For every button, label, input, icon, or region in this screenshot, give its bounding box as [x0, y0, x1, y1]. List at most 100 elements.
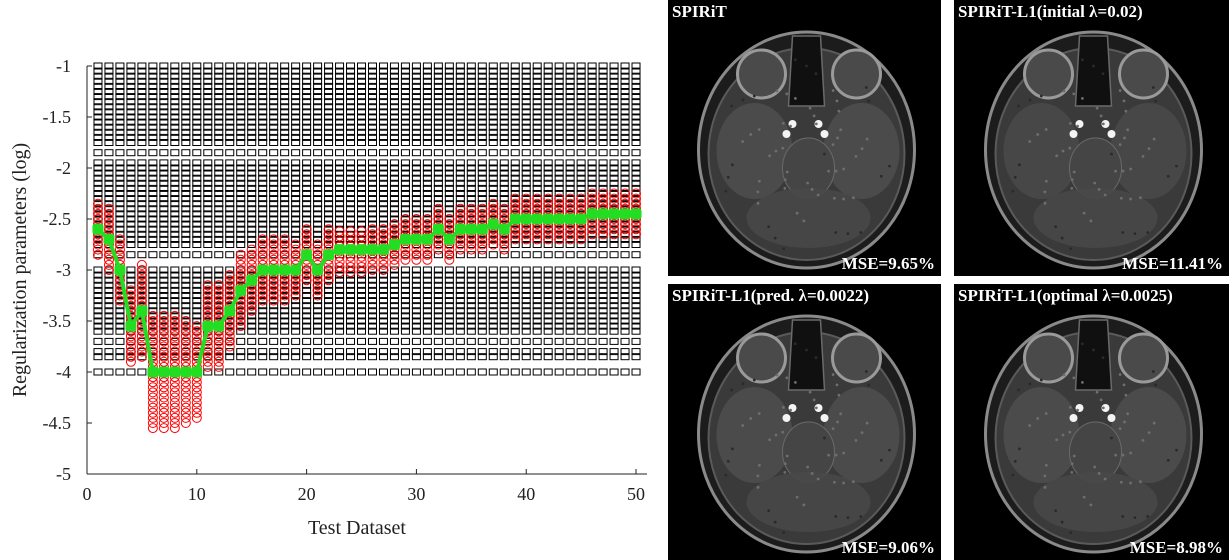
candidate-marker: [400, 133, 410, 141]
candidate-marker: [269, 302, 279, 310]
tissue-texture: [775, 89, 779, 93]
candidate-marker: [378, 317, 388, 325]
predicted-marker: [147, 392, 158, 403]
candidate-marker: [499, 82, 509, 90]
tissue-texture: [1013, 459, 1017, 463]
predicted-marker: [257, 244, 268, 255]
candidate-marker: [170, 82, 180, 90]
candidate-marker: [620, 133, 630, 141]
candidate-marker: [313, 215, 323, 223]
candidate-marker: [269, 77, 279, 85]
candidate-marker: [554, 93, 564, 101]
tissue-texture: [1121, 515, 1125, 518]
candidate-marker: [137, 72, 147, 80]
candidate-marker: [532, 118, 542, 126]
candidate-marker: [148, 195, 158, 203]
candidate-marker: [214, 62, 224, 70]
y-tick-label: -4: [56, 362, 71, 382]
candidate-marker: [148, 169, 158, 177]
candidate-marker: [269, 118, 279, 126]
candidate-marker: [576, 251, 586, 259]
candidate-marker: [225, 230, 235, 238]
candidate-marker: [433, 118, 443, 126]
candidate-marker: [400, 164, 410, 172]
candidate-marker: [554, 139, 564, 146]
predicted-marker: [389, 249, 400, 260]
candidate-marker: [258, 195, 268, 203]
candidate-marker: [488, 281, 498, 289]
candidate-marker: [587, 322, 597, 330]
optimal-marker: [619, 208, 631, 220]
candidate-marker: [335, 123, 345, 131]
candidate-marker: [357, 200, 367, 208]
candidate-marker: [620, 281, 630, 289]
optimal-marker: [92, 223, 104, 235]
candidate-marker: [181, 169, 191, 177]
predicted-marker: [587, 188, 598, 199]
candidate-marker: [554, 292, 564, 299]
candidate-marker: [104, 98, 114, 106]
tissue-texture: [1141, 438, 1145, 442]
candidate-marker: [159, 281, 169, 289]
candidate-marker: [236, 139, 246, 146]
candidate-marker: [225, 133, 235, 141]
candidate-marker: [466, 266, 476, 274]
candidate-marker: [532, 179, 542, 187]
candidate-marker: [302, 184, 312, 192]
optimal-marker: [257, 264, 269, 276]
candidate-marker: [466, 72, 476, 80]
predicted-marker: [224, 290, 235, 301]
candidate-marker: [126, 276, 136, 284]
candidate-marker: [631, 128, 641, 136]
candidate-marker: [236, 200, 246, 208]
candidate-marker: [433, 271, 443, 279]
candidate-marker: [335, 190, 345, 197]
vessel-highlight: [814, 120, 823, 128]
candidate-marker: [499, 307, 509, 315]
candidate-marker: [411, 210, 421, 218]
candidate-marker: [543, 322, 553, 330]
candidate-marker: [291, 225, 301, 233]
candidate-marker: [258, 337, 268, 345]
candidate-marker: [324, 292, 334, 299]
tissue-texture: [1080, 380, 1084, 384]
candidate-marker: [543, 164, 553, 172]
candidate-marker: [400, 88, 410, 95]
candidate-marker: [576, 337, 586, 345]
candidate-marker: [225, 368, 235, 376]
tissue-texture: [823, 152, 826, 156]
optimal-parameter-layer: [92, 208, 642, 378]
predicted-marker: [389, 219, 400, 230]
candidate-marker: [258, 174, 268, 182]
candidate-marker: [346, 210, 356, 218]
candidate-marker: [444, 337, 454, 345]
candidate-marker: [324, 200, 334, 208]
candidate-marker: [521, 123, 531, 131]
candidate-marker: [422, 179, 432, 187]
candidate-marker: [532, 113, 542, 121]
tissue-texture: [785, 92, 789, 96]
candidate-marker: [104, 317, 114, 325]
candidate-marker: [346, 77, 356, 85]
candidate-marker: [93, 271, 103, 279]
candidate-marker: [280, 230, 290, 238]
candidate-marker: [510, 251, 520, 259]
tissue-texture: [1039, 378, 1043, 382]
tissue-texture: [842, 167, 846, 171]
candidate-marker: [565, 327, 575, 335]
predicted-marker: [532, 198, 543, 209]
tissue-texture: [1124, 393, 1128, 397]
candidate-marker: [576, 164, 586, 172]
candidate-marker: [389, 77, 399, 85]
candidate-marker: [521, 327, 531, 335]
candidate-marker: [455, 93, 465, 101]
predicted-marker: [158, 397, 169, 408]
candidate-marker: [346, 312, 356, 320]
tissue-texture: [851, 480, 855, 484]
candidate-marker: [313, 139, 323, 146]
candidate-marker: [302, 297, 312, 305]
candidate-marker: [291, 169, 301, 177]
predicted-marker: [235, 321, 246, 332]
tissue-texture: [782, 247, 786, 251]
candidate-marker: [521, 353, 531, 361]
